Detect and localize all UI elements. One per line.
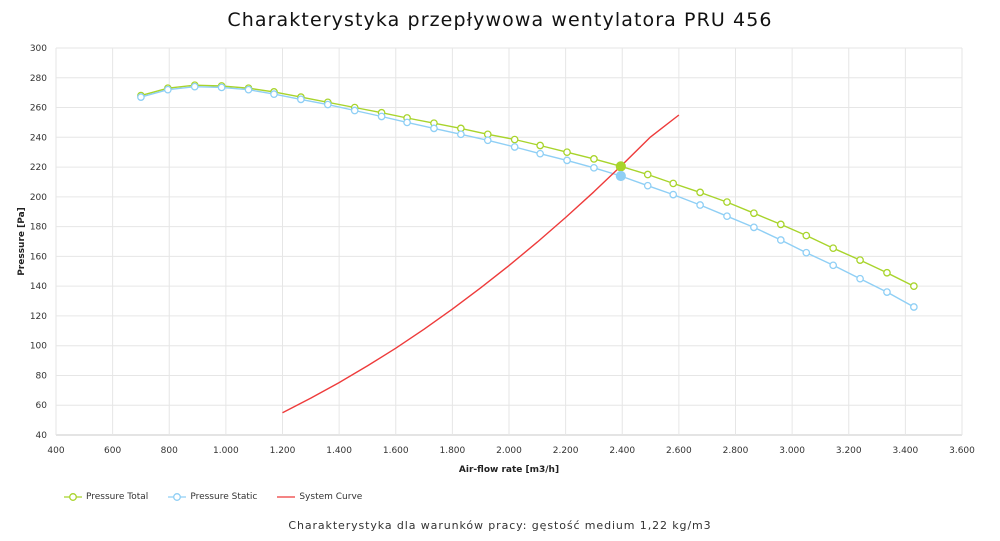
- series-line-pressure-total[interactable]: [140, 84, 915, 287]
- y-tick-label: 300: [30, 44, 47, 54]
- data-point-pressure-static[interactable]: [323, 100, 332, 109]
- x-tick-label: 3.400: [892, 446, 918, 456]
- legend-label-system-curve: System Curve: [299, 492, 363, 502]
- x-tick-label: 1.200: [270, 446, 296, 456]
- x-tick-label: 1.000: [213, 446, 239, 456]
- y-tick-label: 200: [30, 193, 47, 203]
- legend-marker-pressure-total: [64, 493, 82, 501]
- y-tick-label: 60: [36, 401, 48, 411]
- x-tick-label: 3.600: [949, 446, 975, 456]
- data-point-pressure-static[interactable]: [137, 93, 145, 101]
- data-point-pressure-static[interactable]: [750, 223, 758, 232]
- y-tick-label: 240: [30, 133, 47, 143]
- x-tick-label: 1.400: [326, 446, 352, 456]
- axis-layer: 40 60 80 100 120 140 160 180 200 220 240 260 280 300 4…: [30, 44, 975, 456]
- data-point-pressure-total[interactable]: [669, 179, 678, 188]
- operating-point-pressure-total[interactable]: [615, 161, 626, 172]
- data-point-pressure-static[interactable]: [163, 85, 172, 94]
- data-point-pressure-static[interactable]: [802, 248, 811, 257]
- data-point-pressure-static[interactable]: [776, 236, 785, 244]
- data-point-pressure-static[interactable]: [536, 149, 544, 158]
- data-point-pressure-static[interactable]: [244, 85, 253, 94]
- data-point-pressure-total[interactable]: [856, 256, 864, 264]
- data-point-pressure-total[interactable]: [643, 170, 652, 179]
- x-tick-label: 1.800: [439, 446, 465, 456]
- data-point-pressure-total[interactable]: [910, 282, 918, 291]
- y-tick-label: 260: [30, 104, 47, 114]
- x-tick-label: 800: [161, 446, 178, 456]
- series-line-pressure-static[interactable]: [140, 85, 915, 308]
- x-tick-label: 1.600: [383, 446, 409, 456]
- data-point-pressure-total[interactable]: [829, 244, 838, 253]
- y-tick-label: 100: [30, 342, 47, 352]
- grid-layer: [55, 47, 963, 436]
- data-point-pressure-static[interactable]: [910, 303, 918, 311]
- data-point-pressure-static[interactable]: [643, 181, 652, 190]
- legend-item-pressure-static[interactable]: Pressure Static: [168, 492, 257, 502]
- data-point-pressure-static[interactable]: [696, 201, 704, 209]
- y-axis-label: Pressure [Pa]: [17, 207, 27, 276]
- data-point-pressure-total[interactable]: [750, 209, 758, 218]
- x-tick-label: 600: [104, 446, 121, 456]
- legend-marker-pressure-static: [168, 493, 187, 501]
- data-point-pressure-static[interactable]: [430, 124, 438, 133]
- y-tick-label: 180: [30, 223, 47, 233]
- data-point-pressure-static[interactable]: [350, 106, 359, 115]
- data-point-pressure-static[interactable]: [457, 130, 465, 139]
- legend-marker-system-curve: [277, 496, 296, 498]
- y-tick-label: 220: [30, 163, 47, 173]
- chart-subtitle: Charakterystyka dla warunków pracy: gęst…: [288, 519, 712, 532]
- data-point-pressure-total[interactable]: [776, 220, 785, 229]
- x-tick-label: 2.600: [666, 446, 692, 456]
- data-point-pressure-static[interactable]: [563, 156, 571, 165]
- legend-label-pressure-total: Pressure Total: [86, 492, 149, 502]
- data-point-pressure-static[interactable]: [510, 143, 519, 151]
- data-point-pressure-static[interactable]: [377, 112, 386, 121]
- data-point-pressure-total[interactable]: [883, 268, 891, 277]
- data-point-pressure-total[interactable]: [563, 148, 571, 157]
- data-point-pressure-static[interactable]: [590, 163, 598, 172]
- series-line-system-curve[interactable]: [282, 114, 680, 414]
- x-tick-label: 3.200: [836, 446, 862, 456]
- data-point-pressure-static[interactable]: [669, 190, 678, 199]
- data-point-pressure-total[interactable]: [590, 155, 598, 163]
- x-tick-label: 2.200: [553, 446, 579, 456]
- y-tick-label: 120: [30, 312, 47, 322]
- y-tick-label: 80: [36, 371, 48, 381]
- data-point-pressure-total[interactable]: [723, 198, 731, 206]
- series-layer: [137, 81, 918, 414]
- chart-title: Charakterystyka przepływowa wentylatora …: [227, 9, 773, 31]
- legend-label-pressure-static: Pressure Static: [190, 492, 258, 502]
- x-tick-label: 2.000: [496, 446, 522, 456]
- data-point-pressure-total[interactable]: [802, 231, 811, 240]
- data-point-pressure-static[interactable]: [190, 82, 199, 91]
- data-point-pressure-total[interactable]: [696, 188, 704, 197]
- y-tick-label: 160: [30, 252, 47, 262]
- x-tick-label: 2.800: [723, 446, 749, 456]
- y-tick-label: 280: [30, 74, 47, 84]
- data-point-pressure-static[interactable]: [723, 212, 731, 221]
- legend-item-system-curve[interactable]: System Curve: [277, 492, 362, 502]
- data-point-pressure-static[interactable]: [403, 118, 411, 127]
- data-point-pressure-static[interactable]: [270, 90, 278, 98]
- legend-item-pressure-total[interactable]: Pressure Total: [64, 492, 148, 502]
- legend: Pressure Total Pressure Static System Cu…: [64, 489, 382, 505]
- data-point-pressure-static[interactable]: [829, 261, 838, 270]
- x-tick-label: 2.400: [609, 446, 635, 456]
- x-axis-label: Air-flow rate [m3/h]: [459, 465, 559, 475]
- y-tick-label: 140: [30, 282, 47, 292]
- data-point-pressure-total[interactable]: [536, 141, 544, 150]
- data-point-pressure-static[interactable]: [856, 274, 864, 283]
- operating-point-pressure-static[interactable]: [615, 170, 626, 182]
- data-point-pressure-static[interactable]: [217, 83, 226, 92]
- y-tick-label: 40: [36, 431, 48, 441]
- data-point-pressure-total[interactable]: [510, 135, 519, 144]
- data-point-pressure-static[interactable]: [297, 95, 305, 104]
- x-tick-label: 3.000: [779, 446, 805, 456]
- data-point-pressure-static[interactable]: [883, 288, 891, 296]
- data-point-pressure-static[interactable]: [483, 136, 492, 145]
- x-tick-label: 400: [47, 446, 64, 456]
